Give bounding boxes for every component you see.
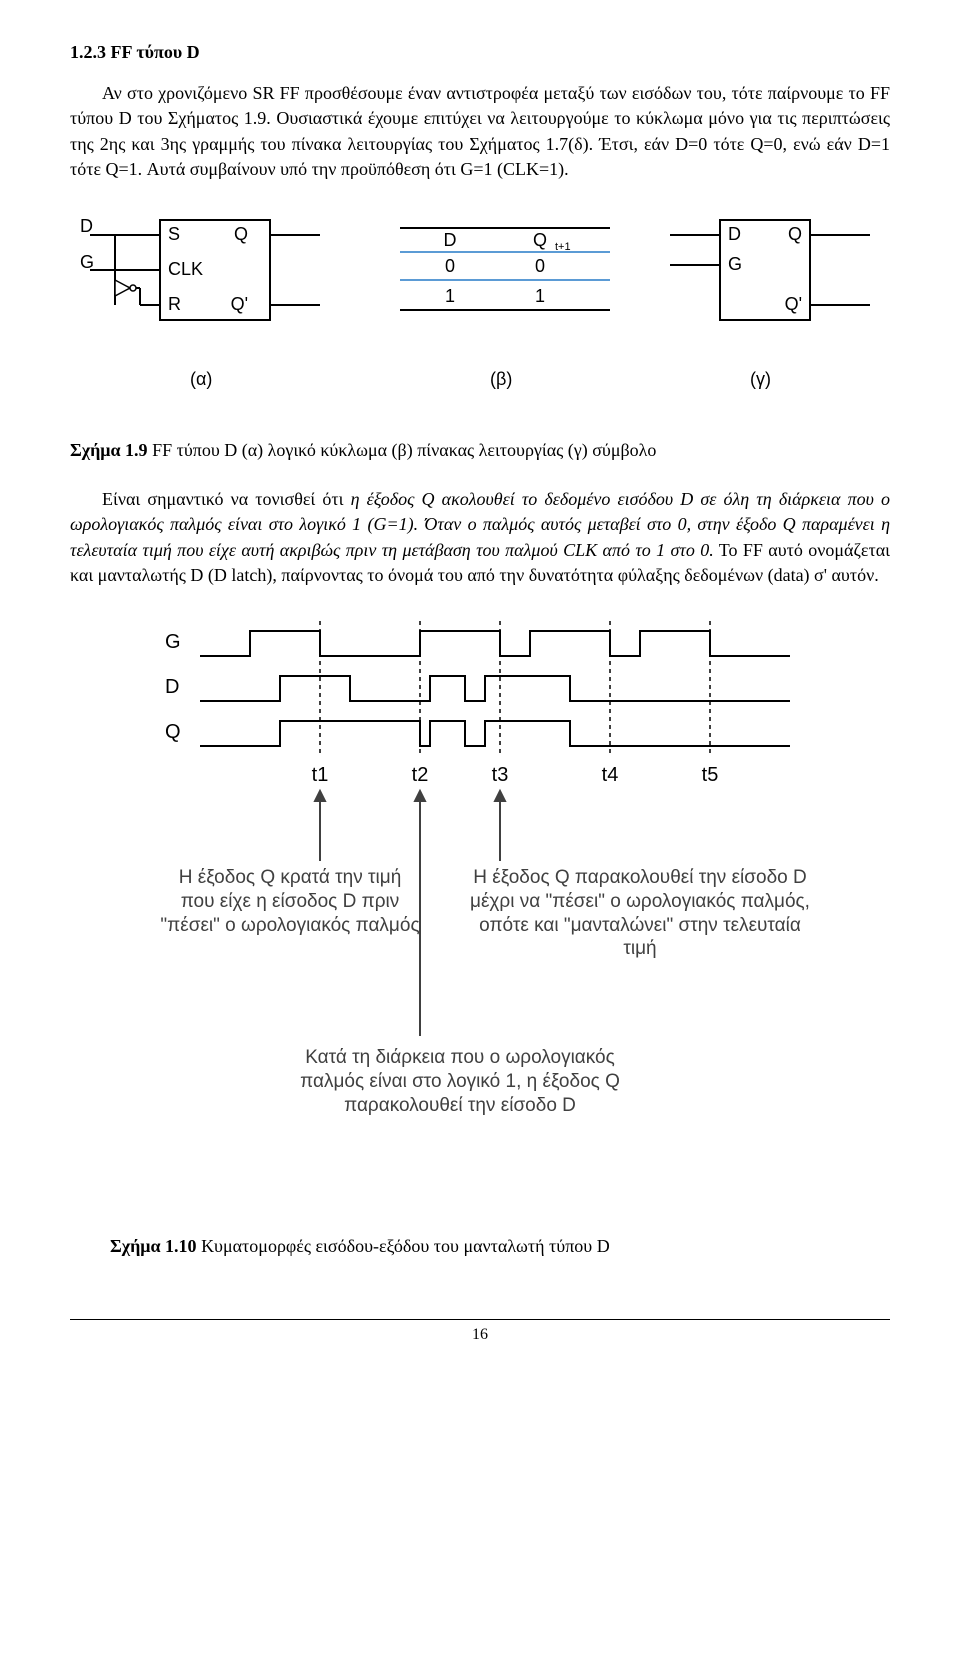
tick-t1: t1 bbox=[312, 764, 329, 786]
out-qp: Q' bbox=[231, 294, 248, 314]
cell-10: 1 bbox=[445, 286, 455, 306]
sym-q: Q bbox=[788, 224, 802, 244]
label-beta: (β) bbox=[490, 369, 512, 389]
caption-1-9-text: FF τύπου D (α) λογικό κύκλωμα (β) πίνακα… bbox=[148, 440, 657, 460]
cell-00: 0 bbox=[445, 256, 455, 276]
label-gamma: (γ) bbox=[750, 369, 771, 389]
fig-1-9-svg: D G S CLK R Q Q' (α) D Q t+1 0 0 1 1 (β) bbox=[70, 210, 890, 420]
caption-1-10-text: Κυματομορφές εισόδου-εξόδου του μανταλωτ… bbox=[197, 1236, 610, 1256]
caption-1-9: Σχήμα 1.9 FF τύπου D (α) λογικό κύκλωμα … bbox=[70, 438, 890, 463]
paragraph-1: Αν στο χρονιζόμενο SR FF προσθέσουμε ένα… bbox=[70, 81, 890, 182]
sym-g: G bbox=[728, 254, 742, 274]
tick-t3: t3 bbox=[492, 764, 509, 786]
tick-t2: t2 bbox=[412, 764, 429, 786]
sym-d: D bbox=[728, 224, 741, 244]
pin-s: S bbox=[168, 224, 180, 244]
sym-qp: Q' bbox=[785, 294, 802, 314]
tick-t4: t4 bbox=[602, 764, 619, 786]
pin-clk: CLK bbox=[168, 259, 203, 279]
pin-r: R bbox=[168, 294, 181, 314]
caption-1-10-label: Σχήμα 1.10 bbox=[110, 1236, 197, 1256]
para2-pre: Είναι σημαντικό να τονισθεί ότι bbox=[102, 489, 351, 509]
label-alpha: (α) bbox=[190, 369, 212, 389]
paragraph-2: Είναι σημαντικό να τονισθεί ότι η έξοδος… bbox=[70, 487, 890, 588]
sig-g: G bbox=[165, 631, 181, 653]
label-d: D bbox=[80, 216, 93, 236]
note-right: Η έξοδος Q παρακολουθεί την είσοδο D μέχ… bbox=[470, 866, 810, 961]
q-sub: t+1 bbox=[555, 241, 571, 253]
figure-1-9: D G S CLK R Q Q' (α) D Q t+1 0 0 1 1 (β) bbox=[70, 210, 890, 420]
section-heading: 1.2.3 FF τύπου D bbox=[70, 40, 890, 65]
sig-d: D bbox=[165, 676, 179, 698]
page-number: 16 bbox=[70, 1319, 890, 1346]
note-left: Η έξοδος Q κρατά την τιμή που είχε η είσ… bbox=[160, 866, 420, 937]
col-d: D bbox=[444, 230, 457, 250]
figure-1-10: G D Q t1 t2 t3 t4 t5 Η έξοδος Q κρατά τη… bbox=[70, 616, 890, 1216]
fig-1-10-svg: G D Q t1 t2 t3 t4 t5 Η έξοδος Q κρατά τη… bbox=[70, 616, 890, 1216]
sig-q: Q bbox=[165, 721, 181, 743]
tick-t5: t5 bbox=[702, 764, 719, 786]
col-q: Q bbox=[533, 230, 547, 250]
label-g: G bbox=[80, 252, 94, 272]
cell-01: 0 bbox=[535, 256, 545, 276]
note-bottom: Κατά τη διάρκεια που ο ωρολογιακός παλμό… bbox=[300, 1046, 620, 1117]
caption-1-9-label: Σχήμα 1.9 bbox=[70, 440, 148, 460]
out-q: Q bbox=[234, 224, 248, 244]
caption-1-10: Σχήμα 1.10 Κυματομορφές εισόδου-εξόδου τ… bbox=[110, 1234, 890, 1259]
cell-11: 1 bbox=[535, 286, 545, 306]
